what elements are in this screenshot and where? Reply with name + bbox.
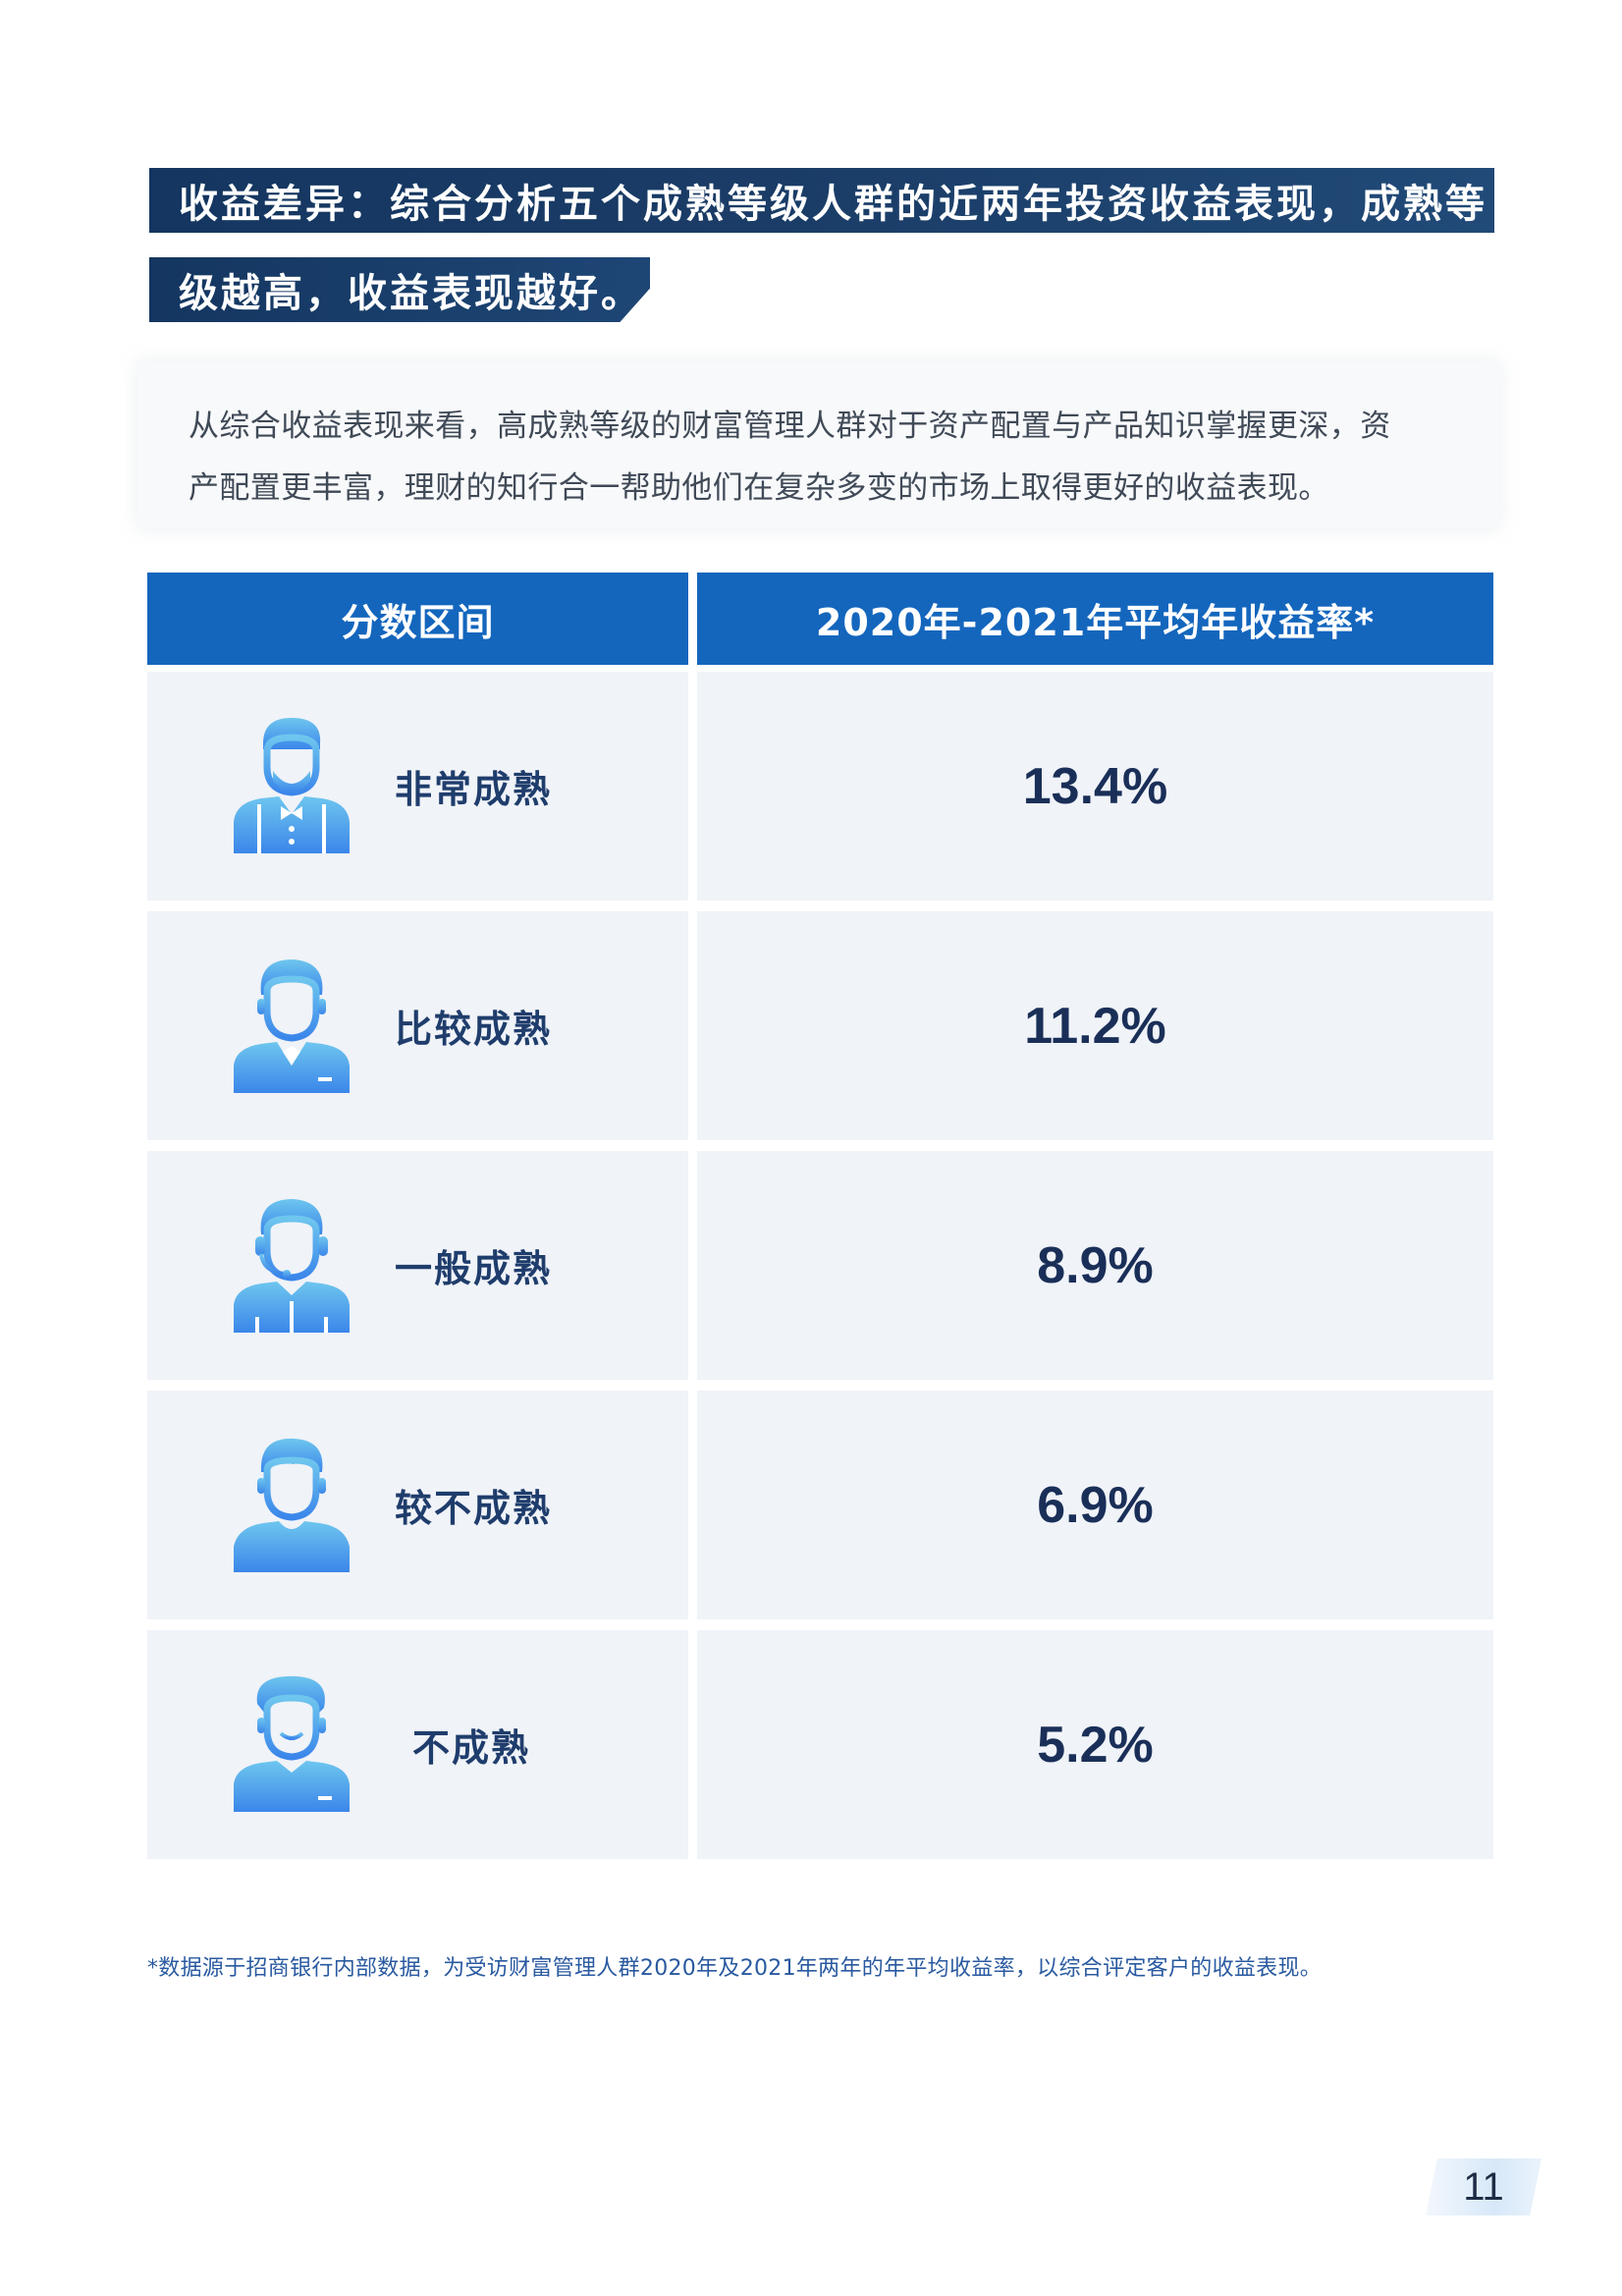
headline-line-2: 级越高，收益表现越好。	[179, 271, 643, 316]
headline-banner-1: 收益差异：综合分析五个成熟等级人群的近两年投资收益表现，成熟等	[149, 168, 1494, 233]
intro-line-1: 从综合收益表现来看，高成熟等级的财富管理人群对于资产配置与产品知识掌握更深，资	[189, 409, 1391, 444]
table-row-level-cell: 不成熟	[147, 1630, 688, 1859]
return-rate-value: 11.2%	[1024, 997, 1166, 1055]
header-annual-return: 2020年-2021年平均年收益率*	[697, 573, 1493, 665]
table-row-rate-cell: 6.9%	[697, 1391, 1493, 1619]
table-row-rate-cell: 5.2%	[697, 1630, 1493, 1859]
suit-person-icon	[228, 956, 355, 1093]
intro-box: 从综合收益表现来看，高成熟等级的财富管理人群对于资产配置与产品知识掌握更深，资 …	[137, 361, 1500, 528]
young-person-icon	[228, 1435, 355, 1572]
page-number-badge: 11	[1426, 2159, 1541, 2215]
table-row-level-cell: 较不成熟	[147, 1391, 688, 1619]
table-row-level-cell: 非常成熟	[147, 672, 688, 901]
return-rate-value: 8.9%	[1037, 1236, 1154, 1294]
return-rate-value: 13.4%	[1022, 757, 1168, 815]
smiling-person-icon	[228, 1674, 355, 1812]
page-number: 11	[1463, 2164, 1504, 2209]
headline-banner-2: 级越高，收益表现越好。	[149, 257, 650, 322]
level-label: 不成熟	[412, 1726, 531, 1770]
footnote: *数据源于招商银行内部数据，为受访财富管理人群2020年及2021年两年的年平均…	[147, 1956, 1323, 1981]
return-rate-value: 6.9%	[1037, 1476, 1154, 1534]
return-rate-value: 5.2%	[1037, 1716, 1154, 1774]
intro-line-2: 产配置更丰富，理财的知行合一帮助他们在复杂多变的市场上取得更好的收益表现。	[189, 470, 1329, 506]
level-label: 较不成熟	[395, 1487, 553, 1530]
table-row-rate-cell: 13.4%	[697, 672, 1493, 901]
header-score-range: 分数区间	[147, 573, 688, 665]
headset-person-icon	[228, 1195, 355, 1333]
header-score-range-label: 分数区间	[341, 600, 495, 644]
bowtie-person-icon	[228, 716, 355, 853]
header-annual-return-label: 2020年-2021年平均年收益率*	[815, 600, 1376, 644]
table-row-level-cell: 比较成熟	[147, 911, 688, 1140]
headline-line-1: 收益差异：综合分析五个成熟等级人群的近两年投资收益表现，成熟等	[179, 182, 1487, 227]
table-row-rate-cell: 11.2%	[697, 911, 1493, 1140]
level-label: 非常成熟	[395, 768, 553, 811]
table-row-rate-cell: 8.9%	[697, 1151, 1493, 1380]
level-label: 一般成熟	[395, 1247, 553, 1290]
level-label: 比较成熟	[395, 1008, 553, 1051]
table-row-level-cell: 一般成熟	[147, 1151, 688, 1380]
